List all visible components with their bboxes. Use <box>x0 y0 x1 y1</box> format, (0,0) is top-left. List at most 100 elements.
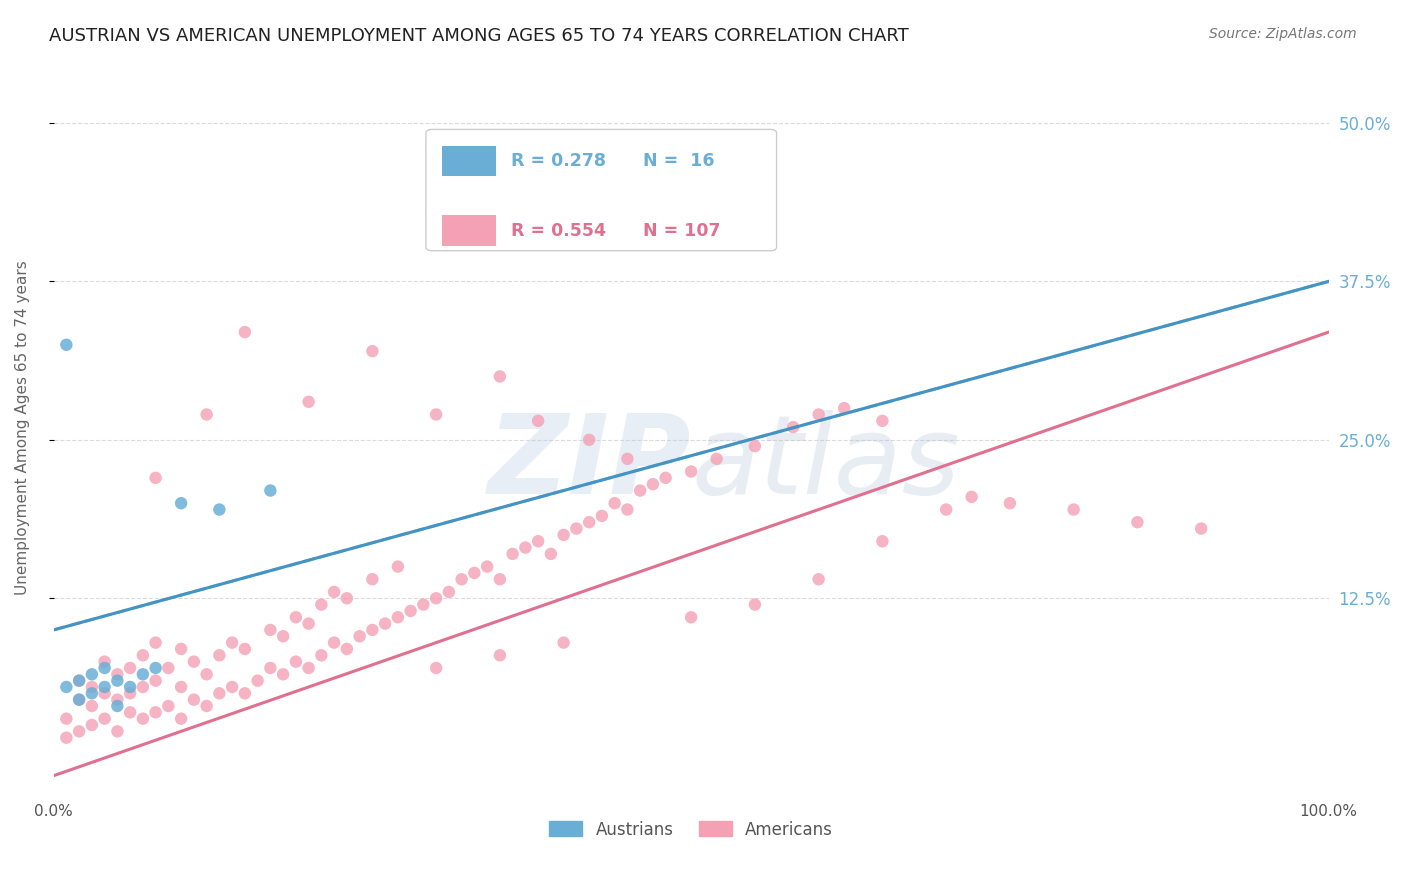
Point <box>105 698 128 713</box>
Point <box>935 502 957 516</box>
Point <box>145 706 167 720</box>
Point <box>271 629 294 643</box>
Point <box>1126 515 1149 529</box>
Point <box>271 667 294 681</box>
Point <box>170 642 193 657</box>
Point <box>145 673 167 688</box>
Point <box>706 451 728 466</box>
Y-axis label: Unemployment Among Ages 65 to 74 years: Unemployment Among Ages 65 to 74 years <box>15 260 30 595</box>
Point <box>80 718 103 732</box>
Point <box>298 661 321 675</box>
Point <box>80 680 103 694</box>
Point <box>105 667 128 681</box>
Point <box>387 610 409 624</box>
Point <box>55 338 77 352</box>
Point <box>132 648 155 663</box>
Point <box>246 673 269 688</box>
Point <box>374 616 396 631</box>
Point <box>527 414 550 428</box>
Point <box>221 635 243 649</box>
Point <box>616 502 638 516</box>
Point <box>832 401 855 416</box>
Point <box>195 667 218 681</box>
Point <box>208 502 231 516</box>
Point <box>170 680 193 694</box>
Point <box>450 572 472 586</box>
FancyBboxPatch shape <box>443 145 496 177</box>
Point <box>132 680 155 694</box>
Point <box>311 598 333 612</box>
Text: R = 0.278: R = 0.278 <box>512 152 606 170</box>
Point <box>681 465 703 479</box>
Point <box>67 692 90 706</box>
Point <box>654 471 676 485</box>
Point <box>565 522 588 536</box>
Point <box>998 496 1021 510</box>
Point <box>425 661 447 675</box>
Point <box>284 655 307 669</box>
Point <box>170 496 193 510</box>
Point <box>208 686 231 700</box>
Point <box>145 661 167 675</box>
Point <box>157 661 180 675</box>
Point <box>437 585 460 599</box>
Point <box>67 692 90 706</box>
Point <box>93 712 115 726</box>
Point <box>145 471 167 485</box>
Point <box>145 635 167 649</box>
Point <box>515 541 537 555</box>
Point <box>361 344 384 359</box>
Point <box>553 635 575 649</box>
Point <box>80 698 103 713</box>
Point <box>120 706 142 720</box>
Point <box>259 661 281 675</box>
Point <box>120 680 142 694</box>
Point <box>1189 522 1212 536</box>
Point <box>591 508 613 523</box>
Point <box>425 591 447 606</box>
Point <box>540 547 562 561</box>
Point <box>120 686 142 700</box>
Point <box>872 534 894 549</box>
Point <box>744 598 766 612</box>
Point <box>221 680 243 694</box>
Point <box>67 673 90 688</box>
Point <box>105 692 128 706</box>
Point <box>527 534 550 549</box>
Point <box>489 572 512 586</box>
Point <box>80 686 103 700</box>
Point <box>553 528 575 542</box>
Point <box>628 483 651 498</box>
Point <box>120 661 142 675</box>
Point <box>744 439 766 453</box>
Point <box>361 623 384 637</box>
Point <box>195 408 218 422</box>
Point <box>399 604 422 618</box>
Text: ZIP: ZIP <box>488 410 692 517</box>
FancyBboxPatch shape <box>426 129 776 251</box>
Point <box>336 591 359 606</box>
Point <box>55 680 77 694</box>
Point <box>807 572 830 586</box>
Text: R = 0.554: R = 0.554 <box>512 222 606 240</box>
Point <box>93 661 115 675</box>
Text: N = 107: N = 107 <box>643 222 720 240</box>
Point <box>349 629 371 643</box>
Text: AUSTRIAN VS AMERICAN UNEMPLOYMENT AMONG AGES 65 TO 74 YEARS CORRELATION CHART: AUSTRIAN VS AMERICAN UNEMPLOYMENT AMONG … <box>49 27 908 45</box>
Point <box>298 616 321 631</box>
Point <box>233 642 256 657</box>
Point <box>259 483 281 498</box>
Point <box>93 686 115 700</box>
Point <box>284 610 307 624</box>
Point <box>105 724 128 739</box>
Point <box>183 692 205 706</box>
Point <box>578 515 600 529</box>
Legend: Austrians, Americans: Austrians, Americans <box>543 814 839 846</box>
Text: Source: ZipAtlas.com: Source: ZipAtlas.com <box>1209 27 1357 41</box>
Point <box>67 673 90 688</box>
Point <box>298 394 321 409</box>
Point <box>80 667 103 681</box>
Point <box>475 559 498 574</box>
Point <box>502 547 524 561</box>
Text: atlas: atlas <box>692 410 960 517</box>
